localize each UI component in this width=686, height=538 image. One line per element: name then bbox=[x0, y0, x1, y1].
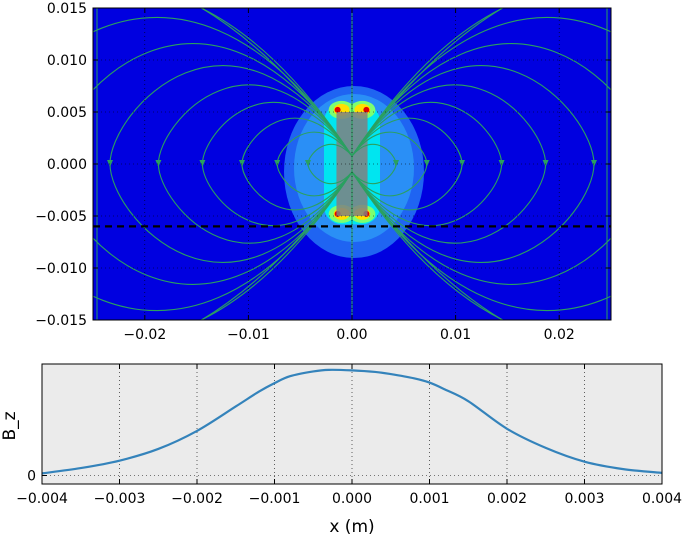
profile-panel: −0.004 −0.003 −0.002 −0.001 0.000 0.001 0.002 0… bbox=[0, 363, 682, 537]
profile-x-axis-label: x (m) bbox=[329, 517, 374, 537]
field-map-y-ticks: 0.015 0.010 0.005 0.000 −0.005 −0.010 −0.015 bbox=[35, 1, 611, 329]
x-tick-label: −0.02 bbox=[123, 327, 166, 343]
x-tick-label: −0.01 bbox=[227, 327, 270, 343]
profile-y-axis-label: B_z bbox=[0, 411, 20, 440]
x-tick-label: 0.00 bbox=[336, 327, 367, 343]
y-tick-label: 0 bbox=[27, 469, 36, 485]
streamline-arrow bbox=[393, 160, 399, 167]
x-tick-label: 0.02 bbox=[544, 327, 575, 343]
x-tick-label: 0.001 bbox=[409, 491, 449, 507]
bz-profile-line bbox=[42, 368, 662, 475]
x-tick-label: 0.002 bbox=[487, 491, 527, 507]
x-tick-label: 0.000 bbox=[332, 491, 372, 507]
streamline-arrow bbox=[199, 160, 206, 167]
hotspot-red bbox=[334, 106, 341, 113]
streamline bbox=[351, 43, 611, 285]
streamline-arrow bbox=[274, 160, 281, 167]
y-tick-label: 0.000 bbox=[47, 157, 87, 173]
field-map-grid bbox=[93, 8, 611, 320]
streamline-arrow bbox=[542, 160, 549, 167]
x-tick-label: −0.004 bbox=[16, 491, 68, 507]
hotspot-red bbox=[363, 106, 370, 113]
y-tick-label: −0.005 bbox=[35, 209, 87, 225]
streamline bbox=[351, 16, 611, 312]
x-tick-label: 0.003 bbox=[564, 491, 604, 507]
x-tick-label: −0.001 bbox=[249, 491, 301, 507]
x-tick-label: −0.003 bbox=[94, 491, 146, 507]
streamline bbox=[93, 43, 353, 285]
y-tick-label: −0.010 bbox=[35, 261, 87, 277]
x-tick-label: −0.002 bbox=[171, 491, 223, 507]
streamline-arrow bbox=[155, 160, 162, 167]
field-map-panel: −0.02 −0.01 0.00 0.01 0.02 0.0150.0100.0050.… bbox=[35, 1, 652, 343]
streamline-arrow bbox=[498, 160, 505, 167]
y-tick-label: 0.005 bbox=[47, 105, 87, 121]
streamline-arrow bbox=[591, 160, 597, 167]
streamline bbox=[93, 16, 353, 312]
x-tick-label: 0.01 bbox=[440, 327, 471, 343]
streamline-arrow bbox=[646, 160, 652, 167]
y-tick-label: −0.015 bbox=[35, 313, 87, 329]
streamline-arrow bbox=[423, 160, 430, 167]
profile-y-ticks: 0 bbox=[27, 469, 47, 485]
field-map-x-ticks: −0.02 −0.01 0.00 0.01 0.02 bbox=[123, 8, 575, 343]
profile-x-ticks: −0.004 −0.003 −0.002 −0.001 0.000 0.001 0.002 0… bbox=[16, 364, 682, 507]
streamline-arrow bbox=[305, 160, 311, 167]
x-tick-label: 0.004 bbox=[642, 491, 682, 507]
streamline-arrow bbox=[459, 160, 465, 167]
y-tick-label: 0.015 bbox=[47, 1, 87, 17]
y-tick-label: 0.010 bbox=[47, 53, 87, 69]
streamline-arrow bbox=[107, 160, 113, 167]
streamline-arrow bbox=[239, 160, 245, 167]
